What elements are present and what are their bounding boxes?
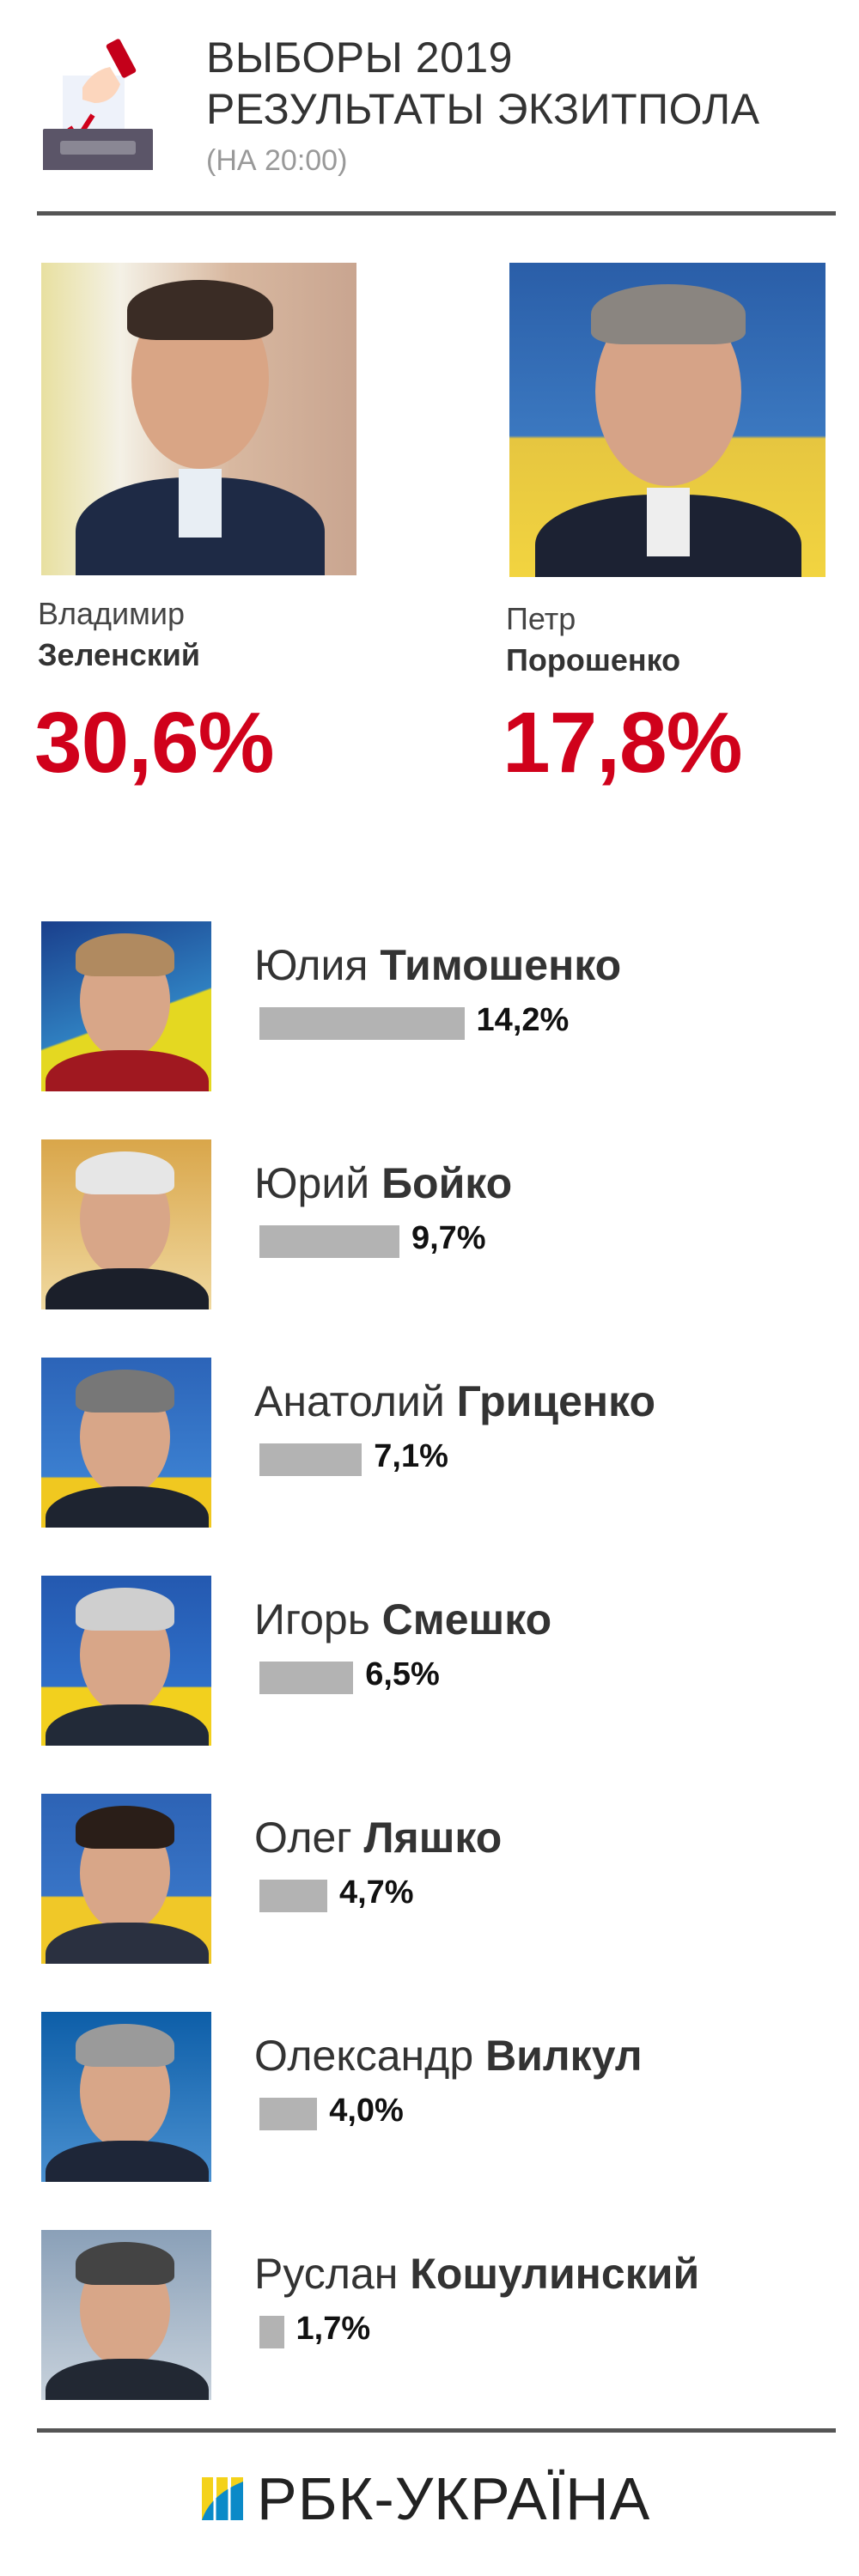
candidate-first-name: Анатолий <box>254 1377 445 1425</box>
candidate-bar <box>259 2098 318 2130</box>
ballot-box-body <box>43 129 153 170</box>
candidate-photo <box>41 2012 211 2182</box>
candidate-name: Руслан Кошулинский <box>254 2249 699 2299</box>
candidate-first-name: Олександр <box>254 2032 474 2080</box>
candidate-first-name: Руслан <box>254 2250 399 2298</box>
candidate-bar <box>259 1880 327 1912</box>
candidate-photo <box>41 921 211 1091</box>
candidate-last-name: Кошулинский <box>410 2250 700 2298</box>
candidate-first-name: Юрий <box>254 1159 370 1207</box>
candidate-photo <box>41 1139 211 1309</box>
candidate-percent: 4,7% <box>338 1874 414 1911</box>
leader-last-name: Зеленский <box>38 637 201 672</box>
leader-first-name: Владимир <box>38 596 186 631</box>
candidate-first-name: Юлия <box>254 941 369 989</box>
leader-first-name: Петр <box>506 601 576 636</box>
leader-last-name: Порошенко <box>506 642 681 677</box>
candidate-percent: 9,7% <box>411 1220 486 1256</box>
candidate-row: Олег Ляшко 4,7% <box>0 1794 859 1965</box>
candidate-last-name: Гриценко <box>456 1377 656 1425</box>
candidate-name: Игорь Смешко <box>254 1595 551 1644</box>
candidate-photo <box>41 1358 211 1528</box>
candidate-percent: 1,7% <box>295 2311 371 2347</box>
candidate-photo <box>41 1576 211 1746</box>
candidate-last-name: Бойко <box>381 1159 513 1207</box>
title-line2: РЕЗУЛЬТАТЫ ЭКЗИТПОЛА <box>206 85 760 133</box>
candidate-row: Игорь Смешко 6,5% <box>0 1576 859 1747</box>
candidate-row: Руслан Кошулинский 1,7% <box>0 2230 859 2402</box>
candidate-name: Юлия Тимошенко <box>254 940 621 990</box>
candidate-last-name: Ляшко <box>363 1814 503 1862</box>
candidate-last-name: Тимошенко <box>380 941 622 989</box>
candidate-first-name: Олег <box>254 1814 352 1862</box>
candidate-photo <box>41 2230 211 2400</box>
footer-logo: РБК-УКРАЇНА <box>202 2464 650 2533</box>
divider-bottom <box>37 2428 836 2433</box>
candidate-first-name: Игорь <box>254 1595 370 1643</box>
leader-percent: 17,8% <box>503 695 743 791</box>
photo-zelensky <box>41 263 356 575</box>
candidate-bar <box>259 1662 354 1694</box>
candidate-percent: 7,1% <box>374 1438 448 1474</box>
divider-top <box>37 211 836 216</box>
candidate-percent: 6,5% <box>365 1656 440 1692</box>
rbc-ukraine-logo-icon <box>202 2477 243 2520</box>
photo-poroshenko <box>509 263 825 577</box>
candidate-percent: 4,0% <box>329 2093 404 2129</box>
candidate-bar <box>259 1007 465 1040</box>
candidate-row: Юлия Тимошенко 14,2% <box>0 921 859 1093</box>
subtitle: (НА 20:00) <box>206 144 348 177</box>
candidate-row: Олександр Вилкул 4,0% <box>0 2012 859 2184</box>
candidate-last-name: Вилкул <box>485 2032 643 2080</box>
candidate-photo <box>41 1794 211 1964</box>
candidate-name: Олександр Вилкул <box>254 2031 643 2081</box>
leader-percent: 30,6% <box>34 695 275 791</box>
candidate-bar <box>259 1443 362 1476</box>
candidate-row: Анатолий Гриценко 7,1% <box>0 1358 859 1529</box>
title-line1: ВЫБОРЫ 2019 <box>206 33 513 82</box>
candidate-last-name: Смешко <box>381 1595 552 1643</box>
candidate-name: Юрий Бойко <box>254 1158 512 1208</box>
candidate-name: Олег Ляшко <box>254 1813 502 1862</box>
candidate-bar <box>259 1225 399 1258</box>
candidate-percent: 14,2% <box>476 1002 570 1038</box>
candidate-bar <box>259 2316 284 2348</box>
candidate-name: Анатолий Гриценко <box>254 1376 655 1426</box>
logo-text: РБК-УКРАЇНА <box>257 2465 651 2532</box>
candidate-row: Юрий Бойко 9,7% <box>0 1139 859 1311</box>
